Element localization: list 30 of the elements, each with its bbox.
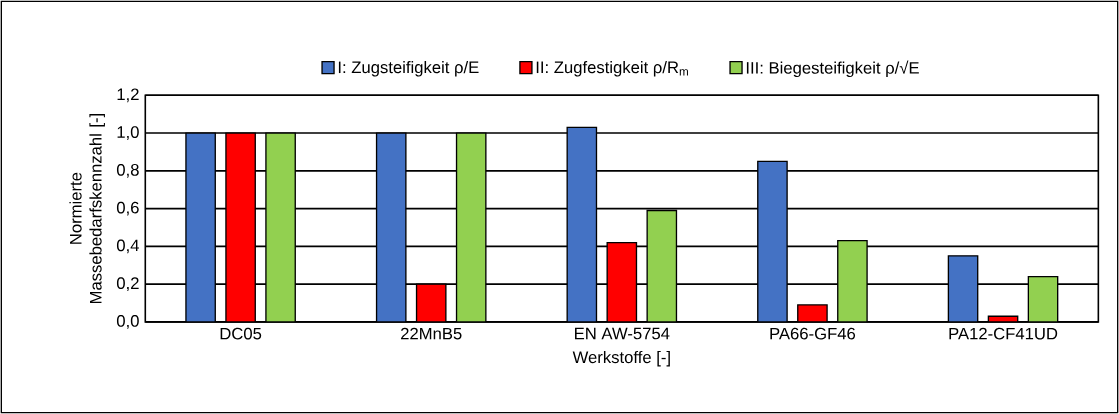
y-tick-label: 0,8 <box>116 164 139 178</box>
legend-label: II: Zugfestigkeit ρ/R$_{m}$ <box>536 61 688 77</box>
x-tick-label: DC05 <box>220 327 262 340</box>
bar <box>837 240 868 322</box>
bar <box>185 132 216 322</box>
y-tick-label: 0,6 <box>116 201 139 216</box>
bar <box>415 283 447 322</box>
bar <box>646 209 678 322</box>
y-axis-title: Normierte Massebedarfskennzahl [-] <box>69 114 105 304</box>
y-tick-label: 1,2 <box>117 88 139 103</box>
x-axis-title: Werkstoffe [-] <box>572 350 670 367</box>
y-tick-label: 0,0 <box>116 315 139 329</box>
x-tick-label: EN AW-5754 <box>575 327 670 340</box>
legend-label: I: Zugsteifigkeit ρ/E <box>338 61 479 77</box>
bar <box>375 132 407 322</box>
bar <box>1027 275 1059 322</box>
bar <box>225 132 256 322</box>
y-tick-label: 1,0 <box>117 126 139 141</box>
bar <box>265 132 296 322</box>
bar <box>566 126 598 322</box>
bar <box>947 255 979 322</box>
bar <box>757 160 788 322</box>
x-tick-label: PA12-CF41UD <box>949 327 1058 340</box>
legend-label: III: Biegesteifigkeit ρ/√E <box>746 60 919 78</box>
y-tick-label: 0,2 <box>116 277 139 292</box>
bar <box>606 241 638 322</box>
x-tick-label: PA66-GF46 <box>770 327 856 340</box>
x-tick-label: 22MnB5 <box>401 327 462 340</box>
bar <box>455 132 487 322</box>
y-tick-label: 0,4 <box>116 239 139 254</box>
